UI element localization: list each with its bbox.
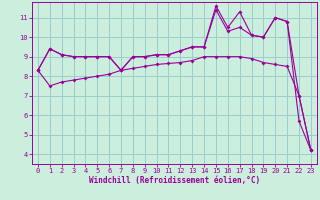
X-axis label: Windchill (Refroidissement éolien,°C): Windchill (Refroidissement éolien,°C) <box>89 176 260 185</box>
